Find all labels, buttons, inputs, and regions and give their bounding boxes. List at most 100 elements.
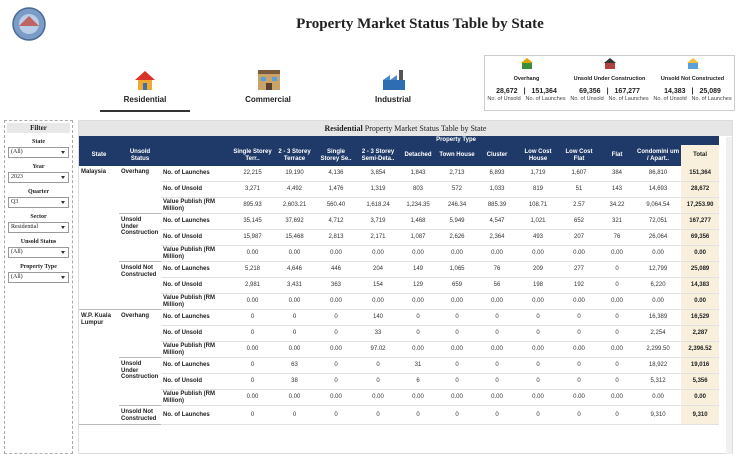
value-cell: 34.22 [599, 197, 636, 214]
value-cell: 0 [231, 357, 275, 374]
value-cell: 0 [477, 325, 518, 342]
value-cell: 0 [599, 261, 636, 278]
value-cell: 0.00 [315, 341, 358, 358]
filter-label: Unsold Status [20, 239, 57, 245]
filter-select[interactable]: (All) [8, 247, 69, 258]
value-cell: 192 [559, 277, 600, 294]
summary-sublabels: No. of Unsold No. of Launches [568, 96, 651, 102]
value-cell: 0.00 [477, 389, 518, 406]
data-row: Value Publish (RM Million) 0.00 0.00 0.00 0.… [79, 245, 720, 262]
filter-select[interactable]: Q3 [8, 197, 69, 208]
value-cell: 209 [517, 261, 560, 278]
value-cell: 0.00 [517, 245, 560, 262]
value-cell: 3,719 [357, 213, 400, 230]
value-cell: 0 [399, 309, 438, 326]
table-panel: Residential Property Market Status Table… [78, 120, 733, 454]
filter-select[interactable]: (All) [8, 272, 69, 283]
measure-cell: No. of Unsold [161, 277, 232, 294]
value-cell: 560.40 [315, 197, 358, 214]
launches-label: No. of Launches [608, 96, 649, 102]
measure-cell: Value Publish (RM Million) [161, 197, 232, 214]
measure-cell: No. of Unsold [161, 229, 232, 246]
summary-title: Overhang [513, 76, 540, 82]
status-cell: Overhang [119, 309, 161, 358]
value-cell: 0.00 [399, 245, 438, 262]
summary-unsold: 14,383 [664, 88, 686, 95]
filter-select[interactable]: 2023 [8, 172, 69, 183]
value-cell: 1,468 [399, 213, 438, 230]
filter-label: Quarter [28, 189, 49, 195]
scrollbar[interactable] [726, 137, 732, 454]
measure-cell: No. of Unsold [161, 373, 232, 390]
value-cell: 0.00 [315, 293, 358, 310]
filter-label: Year [32, 164, 45, 170]
sector-tab[interactable]: Industrial [348, 66, 438, 104]
property-type-column: Low Cost Flat [559, 145, 600, 166]
value-cell: 4,492 [274, 181, 316, 198]
value-cell: 0 [437, 357, 478, 374]
value-cell: 0.00 [437, 293, 478, 310]
sector-tab[interactable]: Residential [100, 66, 190, 112]
value-cell: 0 [437, 309, 478, 326]
filter-label: Property Type [20, 264, 57, 270]
table-title-sector: Residential [324, 124, 363, 133]
summary-sublabels: No. of Unsold No. of Launches [651, 96, 734, 102]
summary-icon [603, 58, 616, 69]
value-cell: 0.00 [357, 245, 400, 262]
filter-title: Filter [7, 123, 70, 133]
filter-select[interactable]: Residential [8, 222, 69, 233]
value-cell: 0.00 [517, 389, 560, 406]
value-cell: 0 [559, 405, 600, 425]
value-cell: 659 [437, 277, 478, 294]
total-cell: 19,016 [681, 357, 720, 374]
summary-item: Overhang 28,672 | 151,364 No. of Unsold No. o… [485, 56, 568, 110]
value-cell: 154 [357, 277, 400, 294]
value-cell: 0 [559, 325, 600, 342]
value-cell: 0 [315, 325, 358, 342]
summary-icon [686, 58, 699, 69]
status-table: Property Type State Unsold Status Single St… [79, 136, 720, 425]
filter-label: State [32, 139, 45, 145]
value-cell: 6,220 [635, 277, 682, 294]
value-cell: 72,051 [635, 213, 682, 230]
value-cell: 1,087 [399, 229, 438, 246]
value-cell: 2,713 [437, 166, 478, 182]
sector-tab[interactable]: Commercial [223, 66, 313, 104]
value-cell: 0.00 [231, 293, 275, 310]
value-cell: 384 [599, 166, 636, 182]
value-cell: 0 [477, 373, 518, 390]
value-cell: 0.00 [231, 341, 275, 358]
value-cell: 0 [231, 325, 275, 342]
value-cell: 2,626 [437, 229, 478, 246]
measure-cell: No. of Launches [161, 357, 232, 374]
value-cell: 0.00 [231, 389, 275, 406]
value-cell: 0 [477, 309, 518, 326]
total-cell: 167,277 [681, 213, 720, 230]
value-cell: 0 [315, 309, 358, 326]
value-cell: 1,021 [517, 213, 560, 230]
value-cell: 1,065 [437, 261, 478, 278]
status-header: Unsold Status [119, 145, 161, 166]
value-cell: 0.00 [231, 245, 275, 262]
state-header: State [79, 145, 119, 166]
summary-item: Unsold Not Constructed 14,383 | 25,089 No. o… [651, 56, 734, 110]
value-cell: 22,215 [231, 166, 275, 182]
launches-label: No. of Launches [525, 96, 566, 102]
value-cell: 2,603.21 [274, 197, 316, 214]
measure-cell: No. of Launches [161, 166, 232, 182]
value-cell: 0 [477, 357, 518, 374]
summary-sublabels: No. of Unsold No. of Launches [485, 96, 568, 102]
status-cell: Unsold Under Construction [119, 357, 161, 406]
filter-select[interactable]: (All) [8, 147, 69, 158]
value-cell: 86,810 [635, 166, 682, 182]
data-row: No. of Unsold 2,981 3,431 363 154 129 659 56 198… [79, 277, 720, 294]
value-cell: 1,719 [517, 166, 560, 182]
value-cell: 0.00 [274, 389, 316, 406]
summary-launches: 151,364 [531, 88, 557, 95]
header-cell [681, 136, 720, 145]
status-cell: Unsold Under Construction [119, 213, 161, 262]
value-cell: 0 [477, 405, 518, 425]
summary-numbers: 28,672 | 151,364 [485, 88, 568, 95]
value-cell: 0 [231, 373, 275, 390]
header-row: Property Type [79, 136, 720, 145]
